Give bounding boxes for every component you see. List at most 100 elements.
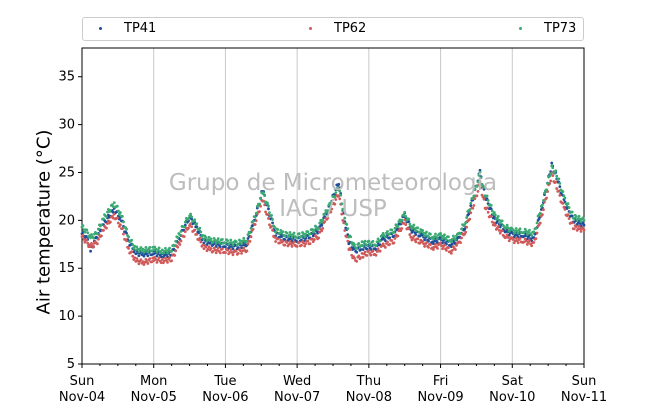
data-point-tp62: [266, 213, 269, 216]
data-point-tp62: [85, 238, 89, 242]
data-point-tp73: [320, 220, 324, 224]
x-tick-label-day: Tue: [213, 374, 236, 389]
data-point-tp73: [116, 209, 120, 213]
data-point-tp62: [357, 254, 361, 258]
data-point-tp73: [516, 231, 520, 235]
data-point-tp62: [271, 228, 274, 232]
data-point-tp73: [390, 228, 394, 232]
data-point-tp41: [469, 204, 473, 208]
data-point-tp41: [489, 207, 493, 211]
data-point-tp62: [381, 242, 385, 246]
data-point-tp41: [369, 248, 373, 251]
data-point-tp41: [218, 245, 222, 249]
legend-marker-tp62: [309, 27, 312, 30]
x-tick-label-day: Sat: [502, 374, 523, 389]
data-point-tp73: [558, 181, 562, 185]
data-point-tp73: [100, 223, 103, 227]
data-point-tp62: [276, 237, 280, 241]
data-point-tp62: [281, 239, 285, 243]
data-point-tp73: [108, 209, 112, 212]
data-point-tp73: [220, 238, 224, 241]
data-point-tp73: [541, 203, 544, 207]
data-point-tp41: [478, 168, 482, 172]
data-point-tp41: [137, 254, 141, 258]
data-point-tp73: [190, 215, 194, 219]
data-point-tp73: [427, 235, 430, 239]
legend-label-tp62: TP62: [334, 21, 367, 36]
data-point-tp62: [572, 227, 576, 231]
data-point-tp41: [337, 182, 341, 186]
data-point-tp73: [297, 232, 301, 235]
data-point-tp62: [246, 242, 250, 246]
x-tick-label-day: Sun: [70, 374, 95, 389]
data-point-tp62: [112, 212, 116, 216]
data-point-tp73: [543, 191, 546, 195]
data-point-tp62: [473, 197, 477, 201]
data-point-tp73: [234, 240, 238, 244]
data-point-tp62: [178, 243, 182, 246]
data-point-tp62: [187, 226, 190, 230]
data-point-tp73: [416, 226, 420, 230]
x-tick-label-day: Thu: [356, 374, 381, 389]
data-point-tp73: [81, 224, 85, 228]
y-tick-label: 35: [58, 70, 75, 85]
data-point-tp41: [414, 233, 418, 236]
data-point-tp62: [489, 215, 493, 218]
data-point-tp62: [485, 206, 489, 210]
data-point-tp73: [122, 220, 125, 224]
data-point-tp62: [505, 233, 509, 237]
data-point-tp73: [246, 233, 250, 237]
data-point-tp41: [142, 254, 146, 258]
data-point-tp73: [153, 245, 157, 249]
data-point-tp62: [230, 250, 234, 254]
data-point-tp73: [472, 194, 476, 198]
data-point-tp62: [190, 225, 194, 229]
data-point-tp62: [490, 220, 494, 224]
data-point-tp62: [202, 247, 206, 251]
data-point-tp62: [570, 221, 574, 225]
data-point-tp73: [139, 246, 143, 249]
data-point-tp62: [308, 242, 312, 246]
data-point-tp73: [155, 250, 159, 254]
data-point-tp62: [582, 228, 586, 232]
data-point-tp73: [248, 231, 252, 235]
data-point-tp73: [289, 233, 293, 237]
data-point-tp73: [95, 232, 99, 236]
data-point-tp73: [582, 218, 586, 222]
data-point-tp62: [445, 249, 448, 252]
data-point-tp73: [476, 180, 480, 184]
data-point-tp73: [514, 227, 518, 230]
data-point-tp73: [518, 227, 522, 231]
data-point-tp62: [471, 206, 475, 210]
data-point-tp62: [549, 179, 553, 183]
data-point-tp73: [178, 233, 182, 237]
data-point-tp73: [433, 235, 436, 239]
data-point-tp73: [371, 240, 375, 243]
data-point-tp73: [193, 218, 197, 222]
y-tick-label: 20: [58, 213, 75, 228]
data-point-tp73: [549, 172, 553, 176]
data-point-tp73: [386, 229, 389, 233]
data-point-tp41: [303, 239, 307, 242]
data-point-tp62: [412, 234, 416, 238]
data-point-tp62: [179, 239, 183, 243]
data-point-tp73: [102, 217, 105, 221]
data-point-tp62: [160, 258, 164, 261]
data-point-tp62: [449, 251, 453, 255]
data-point-tp41: [89, 249, 93, 253]
data-point-tp62: [310, 237, 314, 241]
data-point-tp62: [135, 257, 139, 260]
data-point-tp73: [346, 227, 350, 231]
data-point-tp62: [231, 253, 235, 257]
data-point-tp62: [374, 253, 378, 257]
data-point-tp73: [310, 227, 314, 231]
data-point-tp62: [475, 194, 479, 198]
data-point-tp73: [357, 242, 361, 245]
data-point-tp73: [566, 202, 570, 205]
data-point-tp73: [270, 213, 273, 217]
data-point-tp62: [195, 232, 199, 236]
data-point-tp62: [349, 248, 353, 251]
data-point-tp62: [229, 248, 233, 251]
legend-label-tp41: TP41: [124, 21, 157, 36]
